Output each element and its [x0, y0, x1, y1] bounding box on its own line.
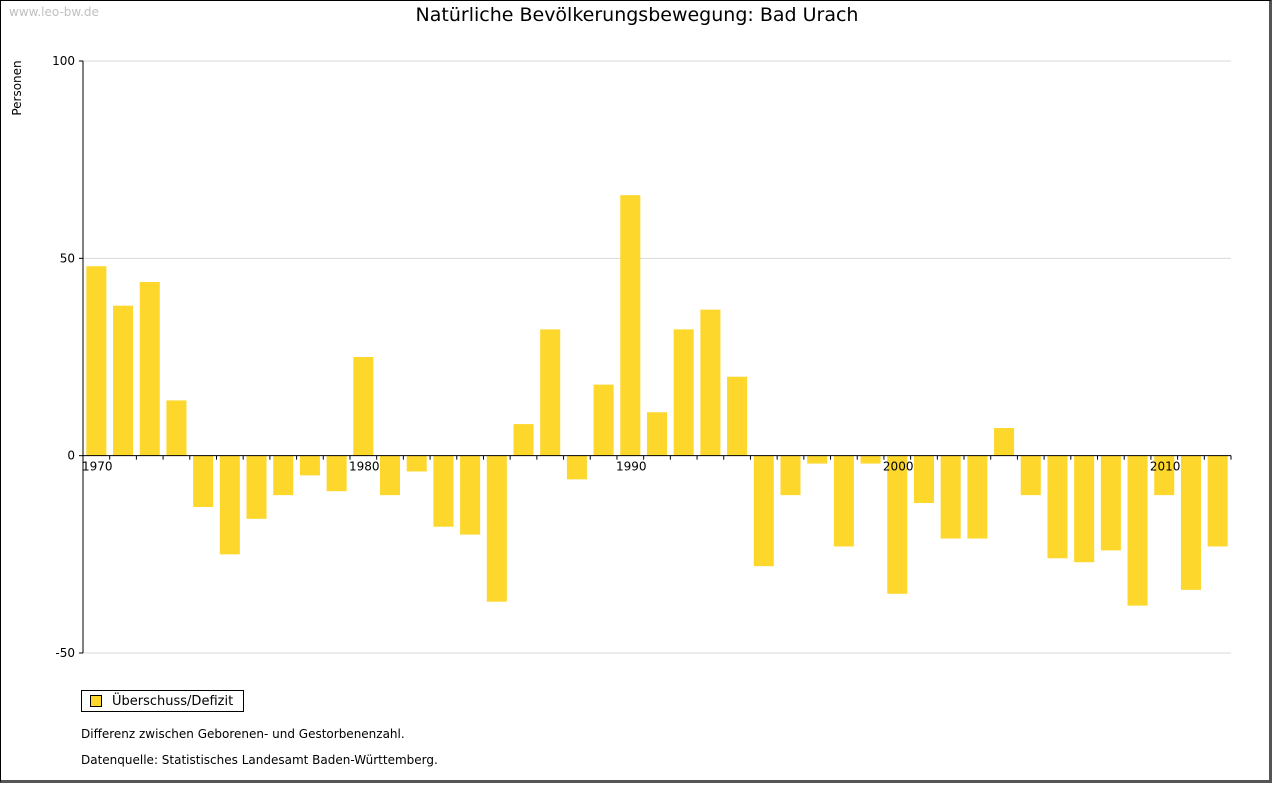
y-tick-label: 0: [67, 449, 75, 463]
bar-chart: -50 0 50 100 1970 1980 1990 2000 2010: [52, 54, 1232, 660]
bar-1970: [86, 266, 107, 456]
x-tick-label: 2010: [1150, 460, 1181, 474]
y-tick-label: 100: [52, 54, 75, 68]
bar-1972: [139, 282, 160, 456]
bar-2004: [994, 428, 1015, 456]
tick-labels: -50 0 50 100 1970 1980 1990 2000 2010: [52, 54, 1180, 660]
bar-2005: [1020, 455, 1041, 496]
bar-1991: [646, 412, 668, 456]
bar-2006: [1047, 455, 1068, 559]
bar-1982: [406, 455, 427, 472]
bar-2007: [1074, 455, 1095, 563]
bar-1973: [166, 400, 187, 456]
legend-label: Überschuss/Defizit: [112, 693, 234, 709]
x-tick-label: 1970: [82, 460, 113, 474]
y-tick-label: -50: [55, 646, 75, 660]
bar-2012: [1207, 455, 1228, 547]
bar-2008: [1100, 455, 1121, 551]
note-definition: Differenz zwischen Geborenen- und Gestor…: [81, 727, 405, 741]
bar-1996: [780, 455, 801, 496]
bar-1976: [246, 455, 267, 519]
bar-1987: [540, 329, 561, 456]
bar-1984: [460, 455, 481, 535]
bar-1994: [727, 376, 748, 456]
bar-1975: [219, 455, 240, 555]
bar-1989: [593, 384, 614, 456]
note-source: Datenquelle: Statistisches Landesamt Bad…: [81, 753, 438, 767]
bar-2002: [940, 455, 961, 539]
bar-1988: [566, 455, 587, 480]
legend-swatch: [90, 695, 102, 707]
bar-1985: [486, 455, 507, 602]
bar-2011: [1180, 455, 1201, 590]
bar-1983: [433, 455, 454, 527]
bar-2009: [1127, 455, 1148, 606]
watermark: www.leo-bw.de: [9, 5, 99, 19]
x-tick-label: 1980: [349, 460, 380, 474]
y-tick-label: 50: [60, 251, 75, 265]
bar-1978: [299, 455, 320, 476]
bar-2001: [913, 455, 934, 504]
bar-1997: [807, 455, 828, 464]
legend: Überschuss/Defizit: [81, 690, 245, 712]
bar-1993: [700, 309, 721, 456]
bar-1981: [380, 455, 401, 496]
bar-1977: [273, 455, 294, 496]
bar-1971: [113, 305, 134, 456]
x-tick-label: 1990: [616, 460, 647, 474]
bar-1980: [353, 357, 374, 456]
bar-1995: [753, 455, 774, 567]
bar-1986: [513, 424, 534, 456]
bar-2003: [967, 455, 988, 539]
bar-2000: [887, 455, 908, 594]
bar-1974: [193, 455, 214, 507]
bar-1990: [620, 195, 641, 456]
gridlines: [83, 60, 1231, 654]
bar-1998: [833, 455, 854, 547]
bar-1992: [673, 329, 694, 456]
x-tick-label: 2000: [883, 460, 914, 474]
bar-2010: [1154, 455, 1175, 496]
bars: [86, 195, 1228, 606]
axes: [79, 60, 1232, 654]
chart-title: Natürliche Bevölkerungsbewegung: Bad Ura…: [415, 4, 859, 26]
bar-1999: [860, 455, 881, 464]
bar-1979: [326, 455, 347, 492]
